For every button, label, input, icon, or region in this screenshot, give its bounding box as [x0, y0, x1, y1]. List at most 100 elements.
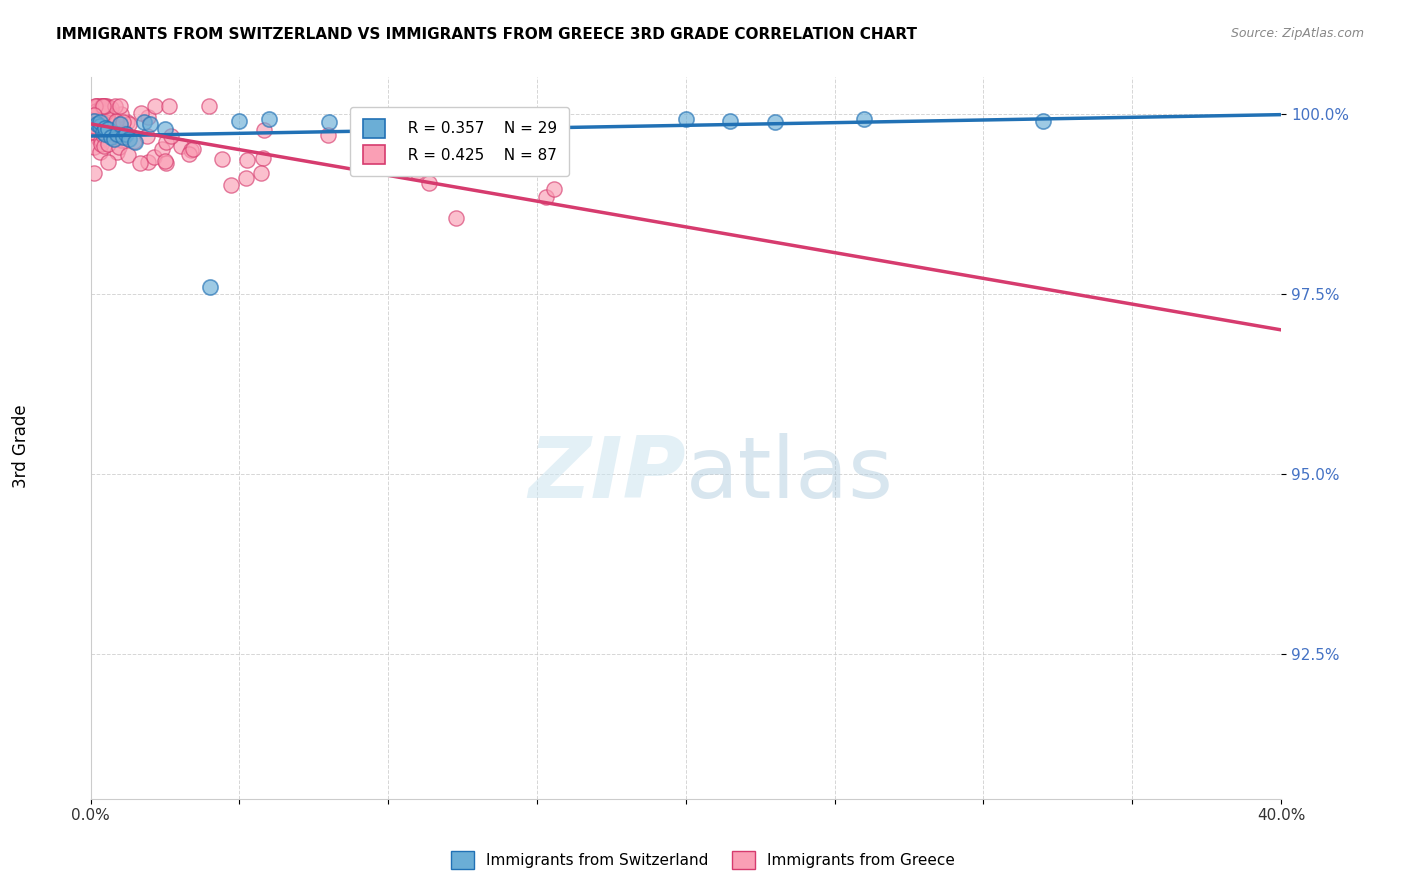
Point	[155, 136, 177, 150]
Point	[89, 115, 111, 129]
Point	[720, 113, 742, 128]
Point	[108, 140, 131, 154]
Point	[110, 133, 132, 147]
Point	[98, 103, 121, 118]
Point	[145, 99, 167, 113]
Point	[1032, 113, 1054, 128]
Point	[103, 132, 125, 146]
Point	[87, 104, 110, 119]
Point	[118, 132, 141, 146]
Point	[157, 99, 180, 113]
Point	[105, 114, 128, 128]
Point	[675, 112, 697, 127]
Point	[98, 109, 121, 123]
Point	[96, 107, 118, 121]
Point	[110, 106, 132, 120]
Point	[91, 99, 114, 113]
Point	[87, 131, 110, 145]
Point	[198, 279, 221, 293]
Point	[89, 120, 111, 134]
Point	[83, 113, 105, 128]
Text: ZIP: ZIP	[529, 433, 686, 516]
Point	[418, 177, 440, 191]
Point	[179, 146, 201, 161]
Point	[136, 128, 159, 143]
Point	[86, 117, 108, 131]
Point	[253, 123, 276, 137]
Legend: Immigrants from Switzerland, Immigrants from Greece: Immigrants from Switzerland, Immigrants …	[446, 845, 960, 875]
Point	[93, 99, 115, 113]
Point	[96, 99, 118, 113]
Point	[115, 127, 138, 141]
Point	[100, 101, 122, 115]
Point	[97, 122, 120, 136]
Point	[83, 125, 105, 139]
Point	[219, 178, 242, 193]
Point	[96, 109, 118, 123]
Text: atlas: atlas	[686, 433, 894, 516]
Point	[93, 139, 115, 153]
Point	[122, 134, 145, 148]
Text: 3rd Grade: 3rd Grade	[13, 404, 30, 488]
Point	[97, 137, 120, 152]
Point	[107, 131, 129, 145]
Point	[170, 139, 193, 153]
Point	[543, 182, 565, 196]
Point	[347, 117, 370, 131]
Point	[90, 99, 112, 113]
Point	[118, 117, 141, 131]
Point	[235, 171, 257, 186]
Point	[84, 104, 107, 119]
Point	[94, 111, 117, 125]
Point	[115, 115, 138, 129]
Point	[86, 99, 108, 113]
Point	[91, 128, 114, 143]
Point	[316, 128, 339, 142]
Point	[94, 99, 117, 113]
Point	[83, 106, 105, 120]
Point	[318, 115, 340, 129]
Point	[105, 145, 128, 160]
Point	[90, 136, 112, 151]
Point	[160, 129, 183, 144]
Point	[94, 127, 117, 141]
Point	[97, 154, 120, 169]
Point	[83, 120, 105, 134]
Point	[422, 160, 444, 174]
Point	[89, 145, 111, 159]
Text: Source: ZipAtlas.com: Source: ZipAtlas.com	[1230, 27, 1364, 40]
Point	[93, 120, 115, 135]
Point	[136, 154, 159, 169]
Point	[181, 142, 204, 156]
Point	[94, 128, 117, 142]
Point	[87, 99, 110, 113]
Point	[153, 154, 176, 169]
Point	[180, 143, 202, 157]
Point	[91, 124, 114, 138]
Point	[128, 156, 150, 170]
Point	[136, 110, 159, 124]
Point	[90, 115, 112, 129]
Point	[143, 150, 166, 164]
Point	[97, 125, 120, 139]
Point	[101, 117, 124, 131]
Point	[853, 112, 876, 127]
Point	[84, 99, 107, 113]
Point	[83, 166, 105, 180]
Point	[114, 126, 136, 140]
Point	[83, 108, 105, 122]
Text: IMMIGRANTS FROM SWITZERLAND VS IMMIGRANTS FROM GREECE 3RD GRADE CORRELATION CHAR: IMMIGRANTS FROM SWITZERLAND VS IMMIGRANT…	[56, 27, 917, 42]
Point	[534, 189, 557, 203]
Point	[129, 105, 152, 120]
Point	[139, 117, 162, 131]
Point	[155, 156, 177, 170]
Point	[197, 99, 219, 113]
Point	[108, 99, 131, 113]
Point	[105, 127, 128, 141]
Point	[763, 115, 786, 129]
Point	[134, 115, 156, 129]
Point	[124, 136, 146, 150]
Point	[83, 117, 105, 131]
Point	[252, 152, 274, 166]
Point	[94, 106, 117, 120]
